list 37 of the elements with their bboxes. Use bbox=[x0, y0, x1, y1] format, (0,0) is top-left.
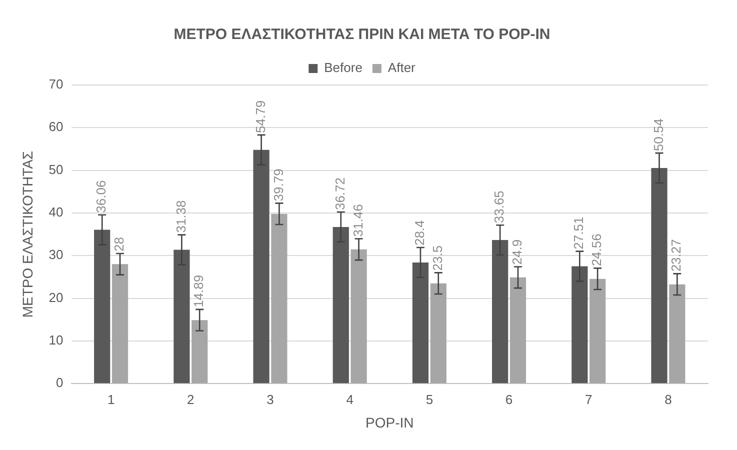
data-label: 14.89 bbox=[191, 274, 206, 308]
data-label: 27.51 bbox=[571, 216, 586, 250]
data-label: 54.79 bbox=[252, 100, 268, 133]
y-tick-label: 0 bbox=[56, 375, 64, 390]
x-tick-label: 1 bbox=[107, 392, 115, 407]
x-tick-label: 8 bbox=[664, 392, 672, 407]
x-tick-label: 6 bbox=[505, 392, 513, 407]
y-axis-title: ΜΕΤΡΟ ΕΛΑΣΤΙΚΟΤΗΤΑΣ bbox=[19, 150, 36, 318]
y-tick-label: 40 bbox=[48, 204, 64, 220]
data-label: 36.06 bbox=[94, 180, 109, 213]
y-tick-label: 20 bbox=[48, 290, 64, 305]
data-label: 36.72 bbox=[332, 177, 348, 210]
x-tick-label: 3 bbox=[266, 392, 274, 407]
data-label: 28 bbox=[112, 237, 127, 252]
data-label: 31.46 bbox=[350, 204, 366, 237]
y-tick-label: 50 bbox=[48, 162, 64, 177]
x-axis-title: POP-IN bbox=[366, 414, 414, 430]
y-tick-label: 70 bbox=[48, 76, 64, 92]
legend-label: Before bbox=[324, 60, 362, 76]
data-label: 33.65 bbox=[492, 190, 507, 224]
data-label: 28.4 bbox=[412, 220, 428, 246]
chart-title: ΜΕΤΡΟ ΕΛΑΣΤΙΚΟΤΗΤΑΣ ΠΡΙΝ ΚΑΙ ΜΕΤΑ ΤΟ POP-IN bbox=[174, 26, 550, 44]
data-label: 23.27 bbox=[668, 239, 684, 272]
y-tick-label: 30 bbox=[48, 247, 64, 262]
x-tick-label: 4 bbox=[346, 392, 354, 407]
legend-label: After bbox=[388, 60, 416, 76]
data-label: 50.54 bbox=[650, 118, 666, 152]
x-tick-label: 2 bbox=[187, 392, 194, 407]
x-tick-label: 5 bbox=[426, 392, 434, 407]
data-label: 39.79 bbox=[270, 168, 286, 202]
data-label: 24.56 bbox=[589, 234, 604, 266]
data-label: 31.38 bbox=[173, 200, 188, 233]
data-label: 23.5 bbox=[430, 245, 445, 271]
x-tick-label: 7 bbox=[584, 392, 592, 407]
y-tick-label: 10 bbox=[48, 332, 64, 348]
y-tick-label: 60 bbox=[48, 119, 64, 134]
data-label: 24.9 bbox=[510, 239, 525, 265]
